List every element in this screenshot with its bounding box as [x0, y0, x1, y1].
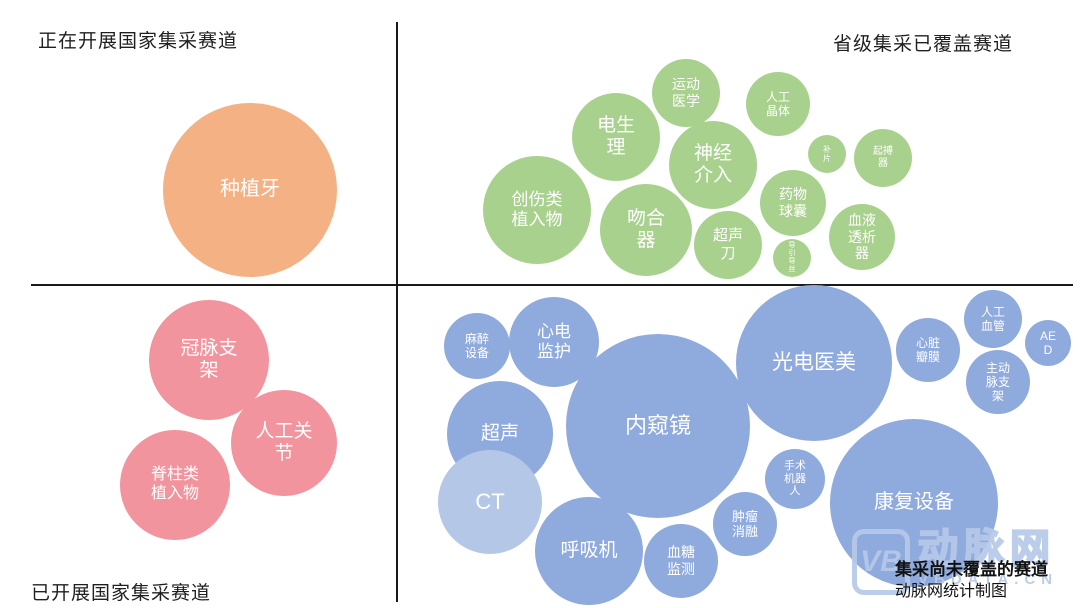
y-axis-line — [396, 22, 398, 602]
chart-bubble: 种植牙 — [163, 103, 337, 277]
bubble-label: 补 片 — [823, 144, 831, 163]
bubble-label: 脊柱类 植入物 — [150, 466, 199, 502]
chart-bubble: 人工关 节 — [231, 390, 337, 496]
bubble-label: 人工 晶体 — [765, 89, 790, 118]
chart-bubble: 补 片 — [808, 135, 846, 173]
bubble-label: 麻醉 设备 — [464, 331, 489, 360]
quadrant-label-top-left: 正在开展国家集采赛道 — [38, 31, 239, 52]
chart-bubble: 血液 透析 器 — [829, 204, 895, 270]
chart-bubble: 内窥镜 — [566, 334, 750, 518]
bubble-label: 康复设备 — [874, 491, 954, 514]
bubble-label: 运动 医学 — [672, 76, 700, 109]
chart-bubble: 血糖 监测 — [644, 524, 718, 598]
bubble-label: 内窥镜 — [624, 413, 691, 439]
bubble-label: 血液 透析 器 — [848, 212, 876, 262]
bubble-label: 种植牙 — [220, 178, 280, 201]
chart-bubble: 冠脉支 架 — [149, 300, 269, 420]
chart-bubble: 心脏 瓣膜 — [896, 318, 960, 382]
chart-bubble: 人工 血管 — [964, 290, 1022, 348]
chart-bubble: 药物 球囊 — [760, 170, 826, 236]
chart-bubble: 超声 刀 — [694, 211, 762, 279]
x-axis-line — [31, 284, 1073, 286]
chart-bubble: 运动 医学 — [652, 59, 720, 127]
chart-bubble: 主动 脉支 架 — [966, 350, 1030, 414]
bubble-label: AE D — [1039, 328, 1056, 357]
bubble-label: 电生 理 — [596, 114, 635, 158]
bubble-label: 神经 介入 — [693, 142, 732, 186]
bubble-label: 光电医美 — [772, 350, 856, 374]
chart-bubble: 电生 理 — [572, 93, 660, 181]
chart-bubble: AE D — [1025, 320, 1071, 366]
chart-bubble: 光电医美 — [736, 285, 892, 441]
bubble-label: 肿瘤 消融 — [731, 508, 758, 539]
bubble-label: 手术 机器 人 — [784, 459, 806, 498]
watermark-logo-icon: VB — [852, 529, 910, 595]
bubble-label: 药物 球囊 — [779, 186, 807, 219]
bubble-label: 创伤类 植入物 — [511, 189, 563, 229]
chart-bubble: 手术 机器 人 — [765, 449, 825, 509]
bubble-label: 导 引 导 丝 — [788, 241, 796, 274]
chart-bubble: 脊柱类 植入物 — [120, 430, 230, 540]
watermark-domain: VBDATA.CN — [918, 571, 1059, 588]
chart-credit: 动脉网统计制图 — [895, 583, 1008, 600]
bottom-right-label-block: 集采尚未覆盖的赛道 动脉网统计制图 — [895, 558, 1048, 602]
watermark-brand: 动脉网 — [917, 527, 1056, 571]
chart-bubble: 呼吸机 — [535, 497, 643, 605]
chart-bubble: 心电 监护 — [509, 297, 599, 387]
bubble-label: 冠脉支 架 — [180, 337, 238, 381]
bubble-label: 吻合 器 — [626, 207, 665, 251]
chart-bubble: 导 引 导 丝 — [773, 239, 811, 277]
bubble-label: CT — [475, 489, 505, 515]
chart-bubble: 吻合 器 — [600, 184, 692, 276]
chart-bubble: 起搏 器 — [854, 129, 912, 187]
watermark-logo-text: VB — [860, 545, 902, 578]
chart-bubble: CT — [438, 450, 542, 554]
chart-bubble: 麻醉 设备 — [444, 313, 510, 379]
bubble-label: 血糖 监测 — [667, 544, 695, 577]
bubble-label: 心脏 瓣膜 — [915, 335, 940, 364]
bubble-label: 人工 血管 — [980, 304, 1005, 333]
watermark-text-block: 动脉网 VBDATA.CN — [917, 527, 1059, 588]
quadrant-label-bottom-left: 已开展国家集采赛道 — [31, 583, 212, 604]
bubble-label: 超声 — [480, 422, 519, 444]
bubble-label: 起搏 器 — [873, 146, 893, 169]
chart-bubble: 人工 晶体 — [746, 72, 810, 136]
watermark: VB 动脉网 VBDATA.CN — [852, 527, 1059, 595]
bubble-label: 心电 监护 — [537, 321, 571, 361]
chart-bubble: 康复设备 — [830, 419, 998, 587]
bubble-label: 超声 刀 — [712, 227, 743, 262]
bubble-label: 主动 脉支 架 — [985, 360, 1010, 404]
quadrant-label-top-right: 省级集采已覆盖赛道 — [833, 34, 1014, 55]
bubble-label: 呼吸机 — [560, 539, 618, 561]
chart-bubble: 肿瘤 消融 — [713, 492, 777, 556]
chart-bubble: 神经 介入 — [669, 121, 757, 209]
chart-bubble: 创伤类 植入物 — [483, 156, 591, 264]
quadrant-label-bottom-right: 集采尚未覆盖的赛道 — [895, 560, 1048, 579]
bubble-label: 人工关 节 — [255, 420, 313, 464]
